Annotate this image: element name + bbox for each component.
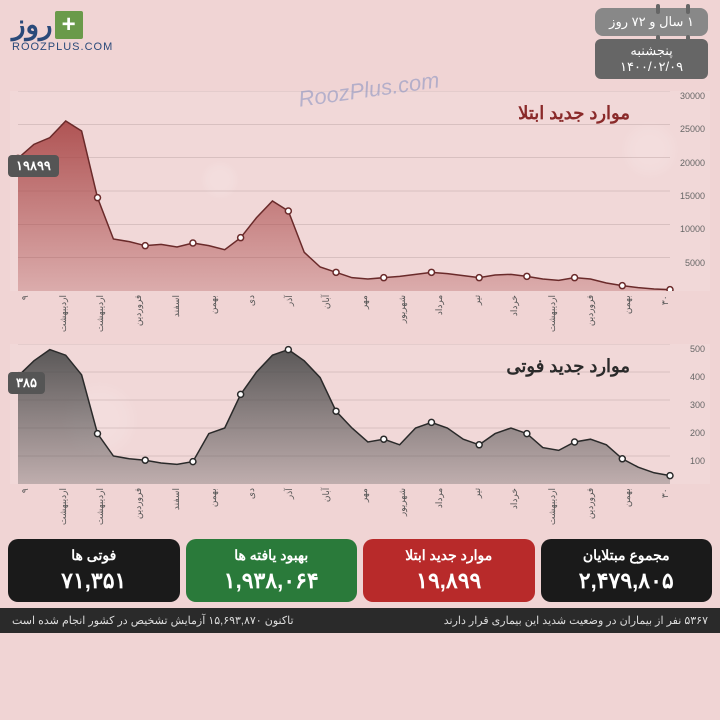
x-label: بهمن bbox=[208, 295, 218, 332]
x-label: ۳۰ bbox=[660, 488, 670, 525]
footer-right: ۵۳۶۷ نفر از بیماران در وضعیت شدید این بی… bbox=[444, 614, 708, 627]
duration-text: ۱ سال و ۷۲ روز bbox=[609, 14, 694, 30]
y-tick: 100 bbox=[690, 456, 705, 466]
stat-label: فوتی ها bbox=[14, 547, 174, 564]
x-label: دی bbox=[246, 488, 256, 525]
x-label: مرداد bbox=[434, 488, 444, 525]
x-label: آبان bbox=[321, 488, 331, 525]
logo-main: روز + bbox=[12, 8, 113, 41]
deaths-chart-container: موارد جدید فوتی 100 200 300 400 500 ۳۸۵ ۳۰ به… bbox=[0, 340, 720, 533]
x-label: اردیبهشت bbox=[95, 488, 105, 525]
deaths-y-axis: 100 200 300 400 500 bbox=[670, 344, 710, 484]
x-label: بهمن bbox=[208, 488, 218, 525]
x-label: تیر bbox=[472, 488, 482, 525]
y-tick: 5000 bbox=[685, 258, 705, 268]
stat-value: ۲,۴۷۹,۸۰۵ bbox=[547, 568, 707, 594]
x-label: فروردین bbox=[133, 488, 143, 525]
logo: روز + ROOZPLUS.COM bbox=[12, 8, 113, 53]
x-label: مهر bbox=[359, 295, 369, 332]
x-label: بهمن bbox=[622, 295, 632, 332]
x-label: اسفند bbox=[171, 488, 181, 525]
x-label: ۳۰ bbox=[660, 295, 670, 332]
cases-end-label: ۱۹۸۹۹ bbox=[8, 155, 59, 177]
logo-url: ROOZPLUS.COM bbox=[12, 41, 113, 53]
x-label: دی bbox=[246, 295, 256, 332]
x-label: تیر bbox=[472, 295, 482, 332]
stats-row: فوتی ها ۷۱,۳۵۱بهبود یافته ها ۱,۹۳۸,۰۶۴مو… bbox=[0, 533, 720, 608]
x-label: اردیبهشت bbox=[58, 295, 68, 332]
x-label: شهریور bbox=[397, 488, 407, 525]
stat-box: بهبود یافته ها ۱,۹۳۸,۰۶۴ bbox=[186, 539, 358, 602]
stat-value: ۱۹,۸۹۹ bbox=[369, 568, 529, 594]
date-badge-container: ۱ سال و ۷۲ روز پنجشنبه ۱۴۰۰/۰۲/۰۹ bbox=[595, 8, 708, 79]
stat-label: بهبود یافته ها bbox=[192, 547, 352, 564]
plus-icon: + bbox=[55, 11, 83, 39]
deaths-x-axis: ۳۰ بهمن فروردین اردیبهشت خرداد تیر مرداد شهریور… bbox=[10, 484, 710, 529]
stat-value: ۱,۹۳۸,۰۶۴ bbox=[192, 568, 352, 594]
deaths-chart-title: موارد جدید فوتی bbox=[506, 356, 630, 377]
day-text: پنجشنبه bbox=[607, 43, 696, 59]
x-label: ۹ bbox=[20, 295, 30, 332]
y-tick: 200 bbox=[690, 428, 705, 438]
y-tick: 20000 bbox=[680, 158, 705, 168]
x-label: اردیبهشت bbox=[58, 488, 68, 525]
y-tick: 25000 bbox=[680, 124, 705, 134]
x-label: خرداد bbox=[509, 295, 519, 332]
x-label: ۹ bbox=[20, 488, 30, 525]
x-label: اردیبهشت bbox=[95, 295, 105, 332]
duration-badge: ۱ سال و ۷۲ روز bbox=[595, 8, 708, 36]
x-label: آبان bbox=[321, 295, 331, 332]
y-tick: 30000 bbox=[680, 91, 705, 101]
stat-box: موارد جدید ابتلا ۱۹,۸۹۹ bbox=[363, 539, 535, 602]
y-tick: 15000 bbox=[680, 191, 705, 201]
stat-label: مجموع مبتلایان bbox=[547, 547, 707, 564]
stat-value: ۷۱,۳۵۱ bbox=[14, 568, 174, 594]
x-label: فروردین bbox=[133, 295, 143, 332]
cases-x-axis: ۳۰ بهمن فروردین اردیبهشت خرداد تیر مرداد شهریور… bbox=[10, 291, 710, 336]
x-label: اسفند bbox=[171, 295, 181, 332]
y-tick: 400 bbox=[690, 372, 705, 382]
x-label: بهمن bbox=[622, 488, 632, 525]
cases-chart-title: موارد جدید ابتلا bbox=[518, 103, 630, 124]
date-badge: پنجشنبه ۱۴۰۰/۰۲/۰۹ bbox=[595, 39, 708, 79]
x-label: مهر bbox=[359, 488, 369, 525]
y-tick: 10000 bbox=[680, 224, 705, 234]
cases-y-axis: 5000 10000 15000 20000 25000 30000 bbox=[670, 91, 710, 291]
x-label: فروردین bbox=[585, 488, 595, 525]
x-label: شهریور bbox=[397, 295, 407, 332]
stat-box: مجموع مبتلایان ۲,۴۷۹,۸۰۵ bbox=[541, 539, 713, 602]
footer-left: تاکنون ۱۵,۶۹۳,۸۷۰ آزمایش تشخیص در کشور ا… bbox=[12, 614, 294, 627]
x-label: اردیبهشت bbox=[547, 295, 557, 332]
x-label: مرداد bbox=[434, 295, 444, 332]
deaths-end-label: ۳۸۵ bbox=[8, 372, 45, 394]
x-label: آذر bbox=[284, 295, 294, 332]
deaths-chart: موارد جدید فوتی 100 200 300 400 500 ۳۸۵ bbox=[10, 344, 710, 484]
header: ۱ سال و ۷۲ روز پنجشنبه ۱۴۰۰/۰۲/۰۹ روز + … bbox=[0, 0, 720, 87]
date-text: ۱۴۰۰/۰۲/۰۹ bbox=[607, 59, 696, 75]
logo-text: روز bbox=[12, 8, 53, 41]
x-label: آذر bbox=[284, 488, 294, 525]
x-label: فروردین bbox=[585, 295, 595, 332]
y-tick: 500 bbox=[690, 344, 705, 354]
x-label: خرداد bbox=[509, 488, 519, 525]
stat-label: موارد جدید ابتلا bbox=[369, 547, 529, 564]
x-label: اردیبهشت bbox=[547, 488, 557, 525]
footer: ۵۳۶۷ نفر از بیماران در وضعیت شدید این بی… bbox=[0, 608, 720, 633]
cases-chart: موارد جدید ابتلا 5000 10000 15000 20000 2500… bbox=[10, 91, 710, 291]
y-tick: 300 bbox=[690, 400, 705, 410]
stat-box: فوتی ها ۷۱,۳۵۱ bbox=[8, 539, 180, 602]
cases-chart-container: RoozPlus.com موارد جدید ابتلا 5000100001… bbox=[0, 87, 720, 340]
